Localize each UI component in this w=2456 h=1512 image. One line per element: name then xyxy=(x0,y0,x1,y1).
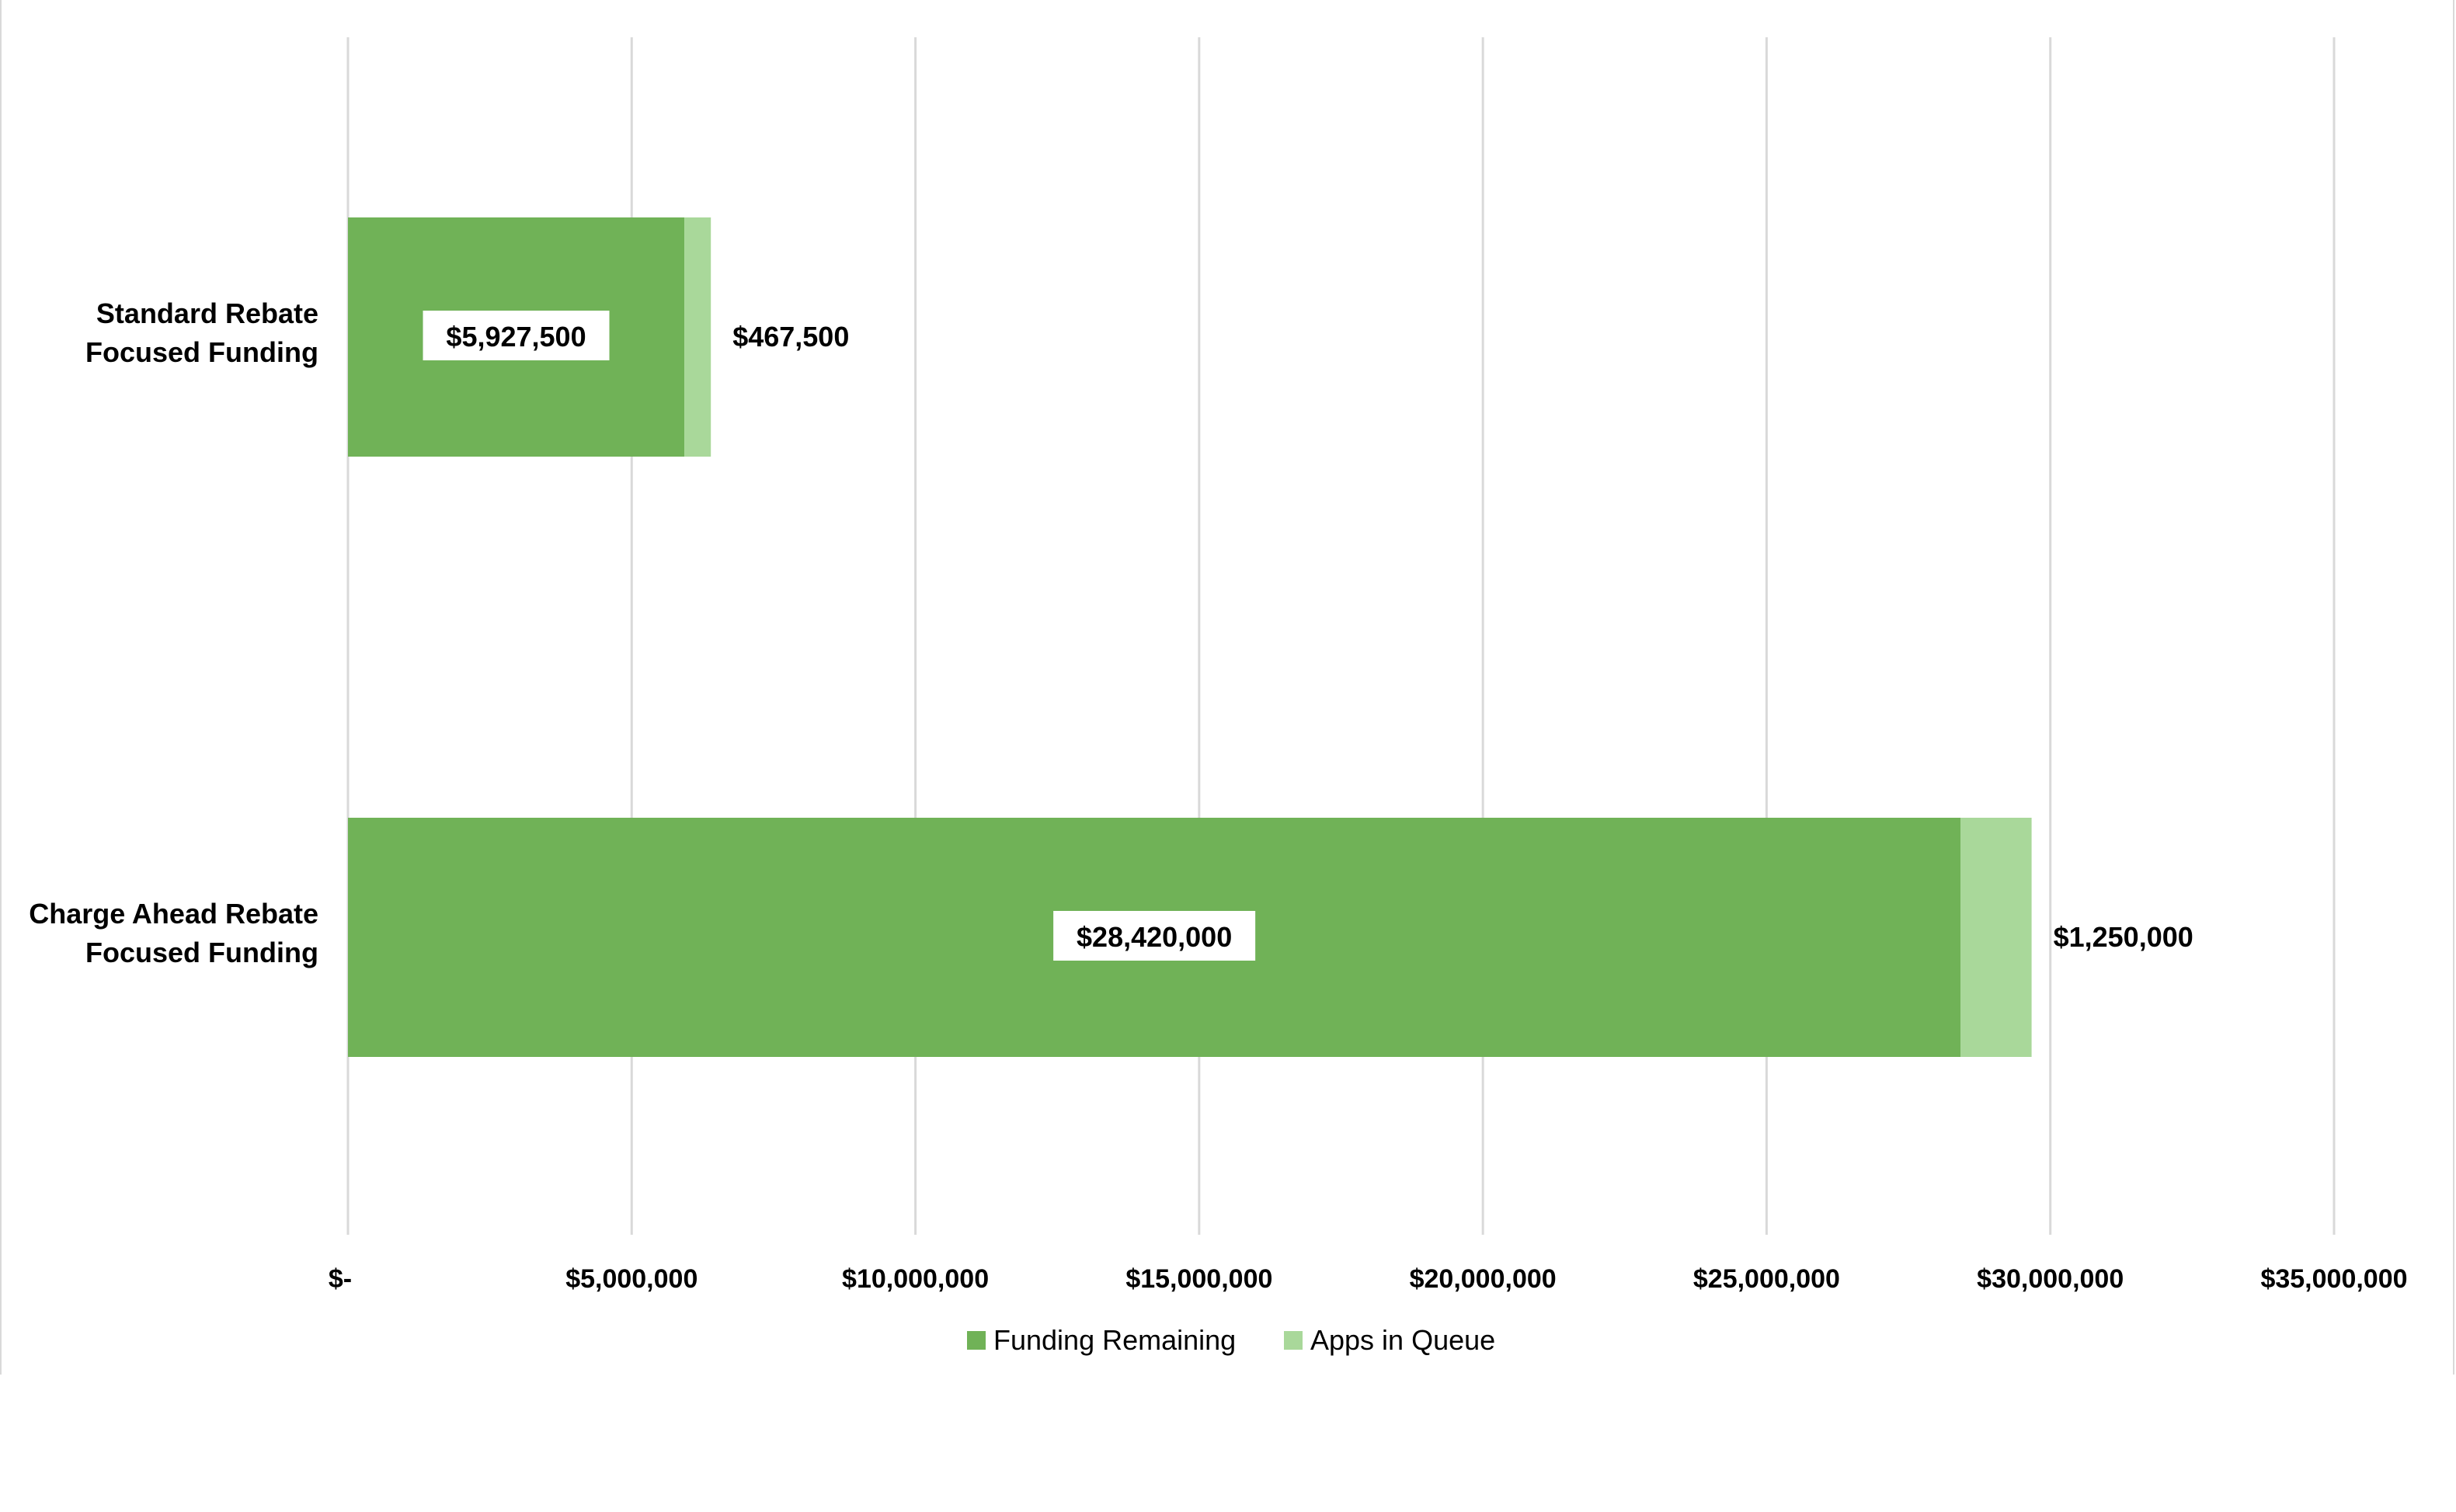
x-tick-label: $35,000,000 xyxy=(2260,1264,2407,1294)
data-label-apps-in-queue: $1,250,000 xyxy=(2054,921,2193,953)
data-label-box xyxy=(1053,911,1256,961)
data-label-box xyxy=(423,311,610,360)
x-tick-label: $20,000,000 xyxy=(1410,1264,1557,1294)
bar-apps-in-queue xyxy=(684,217,711,457)
category-label: Focused Funding xyxy=(85,336,318,368)
x-tick-label: $- xyxy=(329,1264,352,1294)
bar-apps-in-queue xyxy=(1960,818,2032,1057)
category-label: Charge Ahead Rebate xyxy=(29,898,318,930)
legend-swatch xyxy=(967,1331,986,1350)
x-tick-label: $10,000,000 xyxy=(842,1264,989,1294)
category-label: Focused Funding xyxy=(85,937,318,968)
x-tick-label: $30,000,000 xyxy=(1977,1264,2124,1294)
legend-label: Funding Remaining xyxy=(993,1324,1236,1356)
x-tick-label: $25,000,000 xyxy=(1693,1264,1840,1294)
data-label-funding-remaining: $5,927,500 xyxy=(446,321,586,353)
legend-label: Apps in Queue xyxy=(1310,1324,1495,1356)
data-label-apps-in-queue: $467,500 xyxy=(732,321,849,353)
x-tick-label: $15,000,000 xyxy=(1125,1264,1272,1294)
legend-swatch xyxy=(1284,1331,1303,1350)
data-label-funding-remaining: $28,420,000 xyxy=(1077,921,1232,953)
x-tick-label: $5,000,000 xyxy=(565,1264,697,1294)
category-label: Standard Rebate xyxy=(96,297,318,329)
